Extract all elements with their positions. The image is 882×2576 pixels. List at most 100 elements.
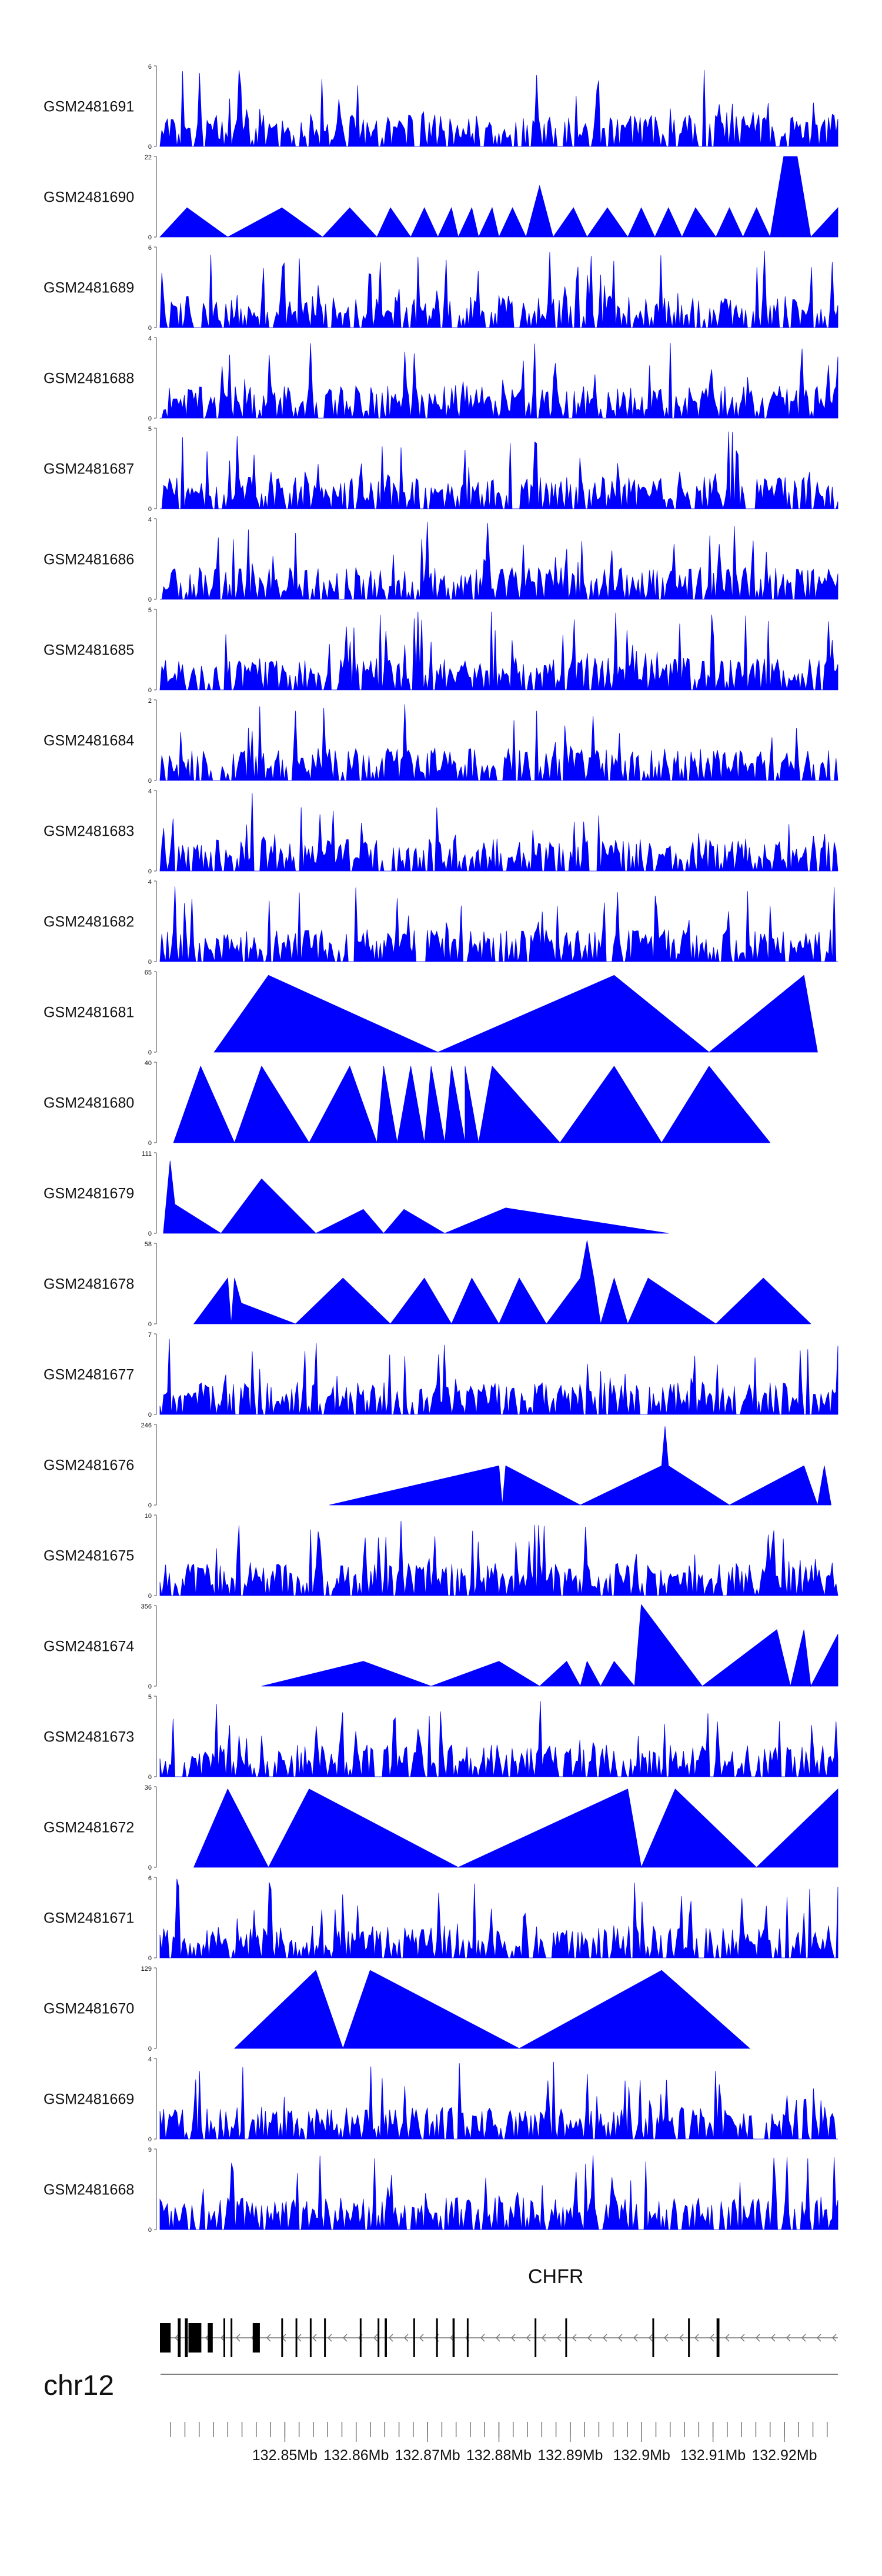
track-GSM2481680: GSM2481680 40 0 <box>44 1060 771 1147</box>
y-zero-tick: 0 <box>148 2046 152 2053</box>
y-zero-tick: 0 <box>148 1683 152 1690</box>
strand-arrow <box>617 2334 623 2342</box>
coverage-area <box>160 522 838 600</box>
axis-tick-label: 132.85Mb <box>252 2447 318 2464</box>
coverage-area <box>159 1521 838 1597</box>
y-max-tick: 356 <box>141 1603 152 1610</box>
track-label: GSM2481675 <box>44 1548 134 1564</box>
exon <box>385 2318 387 2357</box>
chromosome-label: chr12 <box>44 2370 114 2401</box>
y-max-tick: 22 <box>145 154 152 161</box>
coverage-area <box>160 343 838 419</box>
strand-arrow <box>709 2334 714 2342</box>
axis-tick-label: 132.92Mb <box>751 2447 817 2464</box>
y-max-tick: 6 <box>148 1875 152 1882</box>
strand-arrow <box>296 2334 302 2342</box>
strand-arrow <box>235 2334 240 2342</box>
y-zero-tick: 0 <box>148 1502 152 1509</box>
strand-arrow <box>266 2334 271 2342</box>
track-label: GSM2481680 <box>44 1095 134 1112</box>
y-max-tick: 4 <box>148 879 152 886</box>
track-label: GSM2481688 <box>44 371 134 387</box>
exon <box>688 2318 690 2357</box>
exon <box>377 2318 380 2357</box>
exon <box>359 2318 362 2357</box>
y-zero-tick: 0 <box>148 868 152 875</box>
exon <box>452 2318 455 2357</box>
strand-arrow <box>816 2334 821 2342</box>
coverage-area <box>159 1339 838 1415</box>
y-zero-tick: 0 <box>148 1230 152 1237</box>
track-GSM2481669: GSM2481669 4 0 <box>44 2056 838 2143</box>
strand-arrow <box>174 2334 179 2342</box>
axis-tick-label: 132.91Mb <box>680 2447 746 2464</box>
track-GSM2481676: GSM2481676 246 0 <box>44 1422 831 1509</box>
exon <box>208 2323 213 2353</box>
strand-arrow <box>755 2334 760 2342</box>
exon <box>436 2318 438 2357</box>
exon <box>281 2318 283 2357</box>
track-label: GSM2481677 <box>44 1367 134 1383</box>
gene-label: CHFR <box>528 2265 583 2288</box>
y-zero-tick: 0 <box>148 144 152 151</box>
coverage-tracks: GSM248169160GSM2481690220GSM248168960GSM… <box>44 64 838 2234</box>
track-label: GSM2481681 <box>44 1005 134 1021</box>
exon <box>309 2318 312 2357</box>
coverage-area <box>173 1065 771 1144</box>
track-GSM2481670: GSM2481670 129 0 <box>44 1966 751 2053</box>
coverage-area <box>159 2061 838 2140</box>
track-GSM2481679: GSM2481679 111 0 <box>44 1150 669 1237</box>
y-zero-tick: 0 <box>148 687 152 694</box>
strand-arrow <box>480 2334 485 2342</box>
track-label: GSM2481668 <box>44 2182 134 2198</box>
coverage-area <box>163 1160 669 1234</box>
y-zero-tick: 0 <box>148 1864 152 1871</box>
coverage-area <box>233 1970 751 2050</box>
track-label: GSM2481690 <box>44 189 134 206</box>
exon <box>160 2323 171 2353</box>
y-max-tick: 6 <box>148 64 152 71</box>
axis-ticks: 132.85Mb 132.86Mb 132.87Mb 132.88Mb 132.89Mb… <box>170 2422 828 2464</box>
coverage-area <box>159 156 838 238</box>
track-GSM2481677: GSM2481677 7 0 <box>44 1332 838 1419</box>
exon <box>185 2318 188 2357</box>
strand-arrow <box>770 2334 776 2342</box>
strand-arrow <box>403 2334 409 2342</box>
y-zero-tick: 0 <box>148 2136 152 2143</box>
strand-arrow <box>510 2334 516 2342</box>
y-max-tick: 4 <box>148 516 152 523</box>
track-label: GSM2481683 <box>44 823 134 840</box>
coverage-area <box>159 2155 838 2230</box>
y-max-tick: 6 <box>148 245 152 252</box>
coverage-area <box>159 69 838 147</box>
coverage-area <box>159 704 838 781</box>
track-GSM2481672: GSM2481672 36 0 <box>44 1784 838 1871</box>
track-GSM2481690: GSM2481690 22 0 <box>44 154 838 241</box>
strand-arrow <box>633 2334 638 2342</box>
track-GSM2481674: GSM2481674 356 0 <box>44 1603 838 1690</box>
track-label: GSM2481671 <box>44 1910 134 1927</box>
y-max-tick: 40 <box>145 1060 152 1067</box>
strand-arrow <box>663 2334 669 2342</box>
y-max-tick: 36 <box>145 1784 152 1791</box>
track-label: GSM2481673 <box>44 1729 134 1746</box>
coverage-area <box>159 1878 838 1958</box>
exon <box>466 2318 469 2357</box>
exon <box>223 2318 226 2357</box>
y-zero-tick: 0 <box>148 415 152 422</box>
y-max-tick: 10 <box>145 1513 152 1520</box>
exon <box>178 2318 181 2357</box>
strand-arrow <box>786 2334 791 2342</box>
track-GSM2481687: GSM2481687 5 0 <box>44 426 838 513</box>
exon <box>565 2318 567 2357</box>
track-label: GSM2481679 <box>44 1186 134 1202</box>
track-label: GSM2481674 <box>44 1639 134 1655</box>
track-label: GSM2481689 <box>44 280 134 296</box>
y-max-tick: 5 <box>148 426 152 433</box>
axis-tick-label: 132.9Mb <box>613 2447 670 2464</box>
y-max-tick: 4 <box>148 788 152 795</box>
strand-arrow <box>220 2334 225 2342</box>
track-GSM2481675: GSM2481675 10 0 <box>44 1513 838 1600</box>
y-zero-tick: 0 <box>148 1049 152 1056</box>
coverage-area <box>159 793 838 872</box>
